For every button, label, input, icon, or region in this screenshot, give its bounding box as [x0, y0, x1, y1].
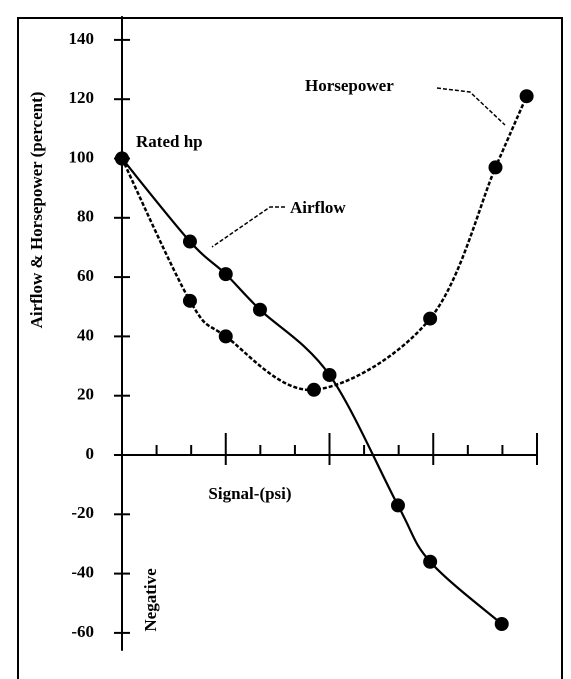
- y-tick-label: -20: [71, 503, 94, 522]
- point: [218, 329, 233, 344]
- y-tick-label: 0: [86, 444, 95, 463]
- point: [390, 498, 405, 513]
- point: [322, 367, 337, 382]
- y-tick-label: 60: [77, 266, 94, 285]
- y-tick-label: 20: [77, 385, 94, 404]
- point: [494, 617, 509, 632]
- point: [488, 160, 503, 175]
- frame: [17, 17, 563, 679]
- x-axis-label: Signal-(psi): [208, 484, 291, 503]
- y-tick-label: -60: [71, 622, 94, 641]
- annotation: Rated hp: [136, 132, 203, 151]
- annotation: Airflow: [290, 198, 346, 217]
- y-tick-label: 80: [77, 207, 94, 226]
- leader-line: [211, 206, 285, 248]
- point: [115, 151, 129, 166]
- point: [182, 234, 197, 249]
- y-tick-label: 40: [77, 325, 94, 344]
- point: [423, 311, 438, 326]
- point: [182, 293, 197, 308]
- leader-line: [436, 87, 506, 126]
- annotation: Negative: [141, 568, 160, 632]
- point: [423, 554, 438, 569]
- y-axis-label: Airflow & Horsepower (percent): [27, 92, 46, 329]
- point: [218, 267, 233, 282]
- y-tick-label: 100: [69, 147, 95, 166]
- annotation: Horsepower: [305, 76, 394, 95]
- point: [252, 302, 267, 317]
- point: [306, 382, 321, 397]
- point: [519, 89, 534, 104]
- y-tick-label: -40: [71, 563, 94, 582]
- y-tick-label: 140: [69, 29, 95, 48]
- y-tick-label: 120: [69, 88, 95, 107]
